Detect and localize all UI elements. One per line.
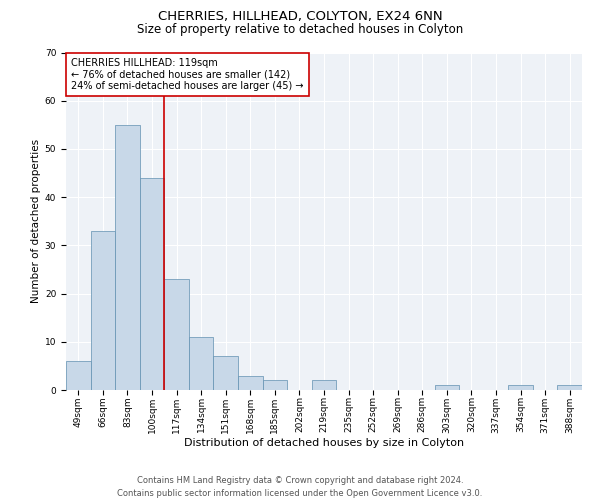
Bar	[66, 361, 91, 390]
Bar	[238, 376, 263, 390]
Text: CHERRIES, HILLHEAD, COLYTON, EX24 6NN: CHERRIES, HILLHEAD, COLYTON, EX24 6NN	[158, 10, 442, 23]
Bar	[189, 337, 214, 390]
Text: Size of property relative to detached houses in Colyton: Size of property relative to detached ho…	[137, 22, 463, 36]
Bar	[91, 231, 115, 390]
Bar	[164, 279, 189, 390]
Bar	[312, 380, 336, 390]
Bar	[214, 356, 238, 390]
Bar	[115, 125, 140, 390]
Bar	[557, 385, 582, 390]
Bar	[140, 178, 164, 390]
Bar	[508, 385, 533, 390]
Bar	[263, 380, 287, 390]
Text: Contains HM Land Registry data © Crown copyright and database right 2024.
Contai: Contains HM Land Registry data © Crown c…	[118, 476, 482, 498]
X-axis label: Distribution of detached houses by size in Colyton: Distribution of detached houses by size …	[184, 438, 464, 448]
Y-axis label: Number of detached properties: Number of detached properties	[31, 139, 41, 304]
Text: CHERRIES HILLHEAD: 119sqm
← 76% of detached houses are smaller (142)
24% of semi: CHERRIES HILLHEAD: 119sqm ← 76% of detac…	[71, 58, 304, 91]
Bar	[434, 385, 459, 390]
